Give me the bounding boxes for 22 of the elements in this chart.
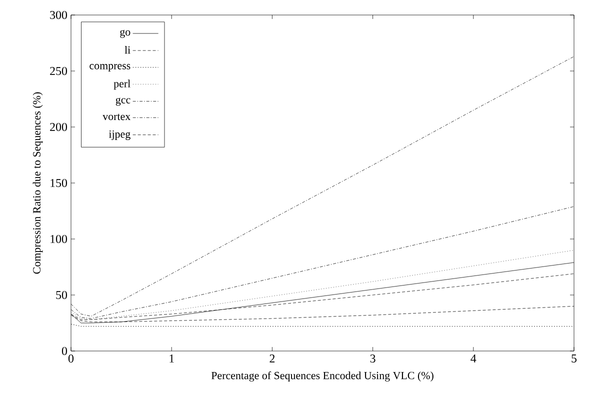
- x-tick-label: 3: [370, 354, 376, 363]
- legend-label: li: [124, 46, 130, 54]
- x-tick-label: 0: [68, 354, 74, 363]
- legend-label: ijpeg: [108, 130, 130, 140]
- y-tick-label: 100: [50, 234, 68, 244]
- legend-label: perl: [114, 80, 130, 90]
- legend-label: compress: [90, 64, 130, 72]
- y-tick-label: 150: [50, 178, 68, 188]
- y-tick-label: 300: [50, 10, 68, 20]
- legend-label: go: [120, 30, 130, 38]
- legend-label: vortex: [102, 114, 130, 120]
- y-tick-label: 250: [50, 66, 68, 76]
- x-tick-label: 1: [170, 354, 174, 362]
- x-tick-label: 2: [270, 354, 275, 362]
- y-tick-label: 200: [50, 122, 68, 132]
- y-tick-label: 0: [62, 346, 68, 356]
- legend-label: gcc: [116, 98, 130, 106]
- x-axis-title: Percentage of Sequences Encoded Using VLC (%): [211, 371, 434, 382]
- y-axis-title: Compression Ratio due to Sequences (%): [32, 92, 43, 274]
- x-tick-label: 5: [572, 354, 577, 362]
- y-tick-label: 50: [56, 290, 68, 300]
- x-tick-label: 4: [470, 354, 476, 362]
